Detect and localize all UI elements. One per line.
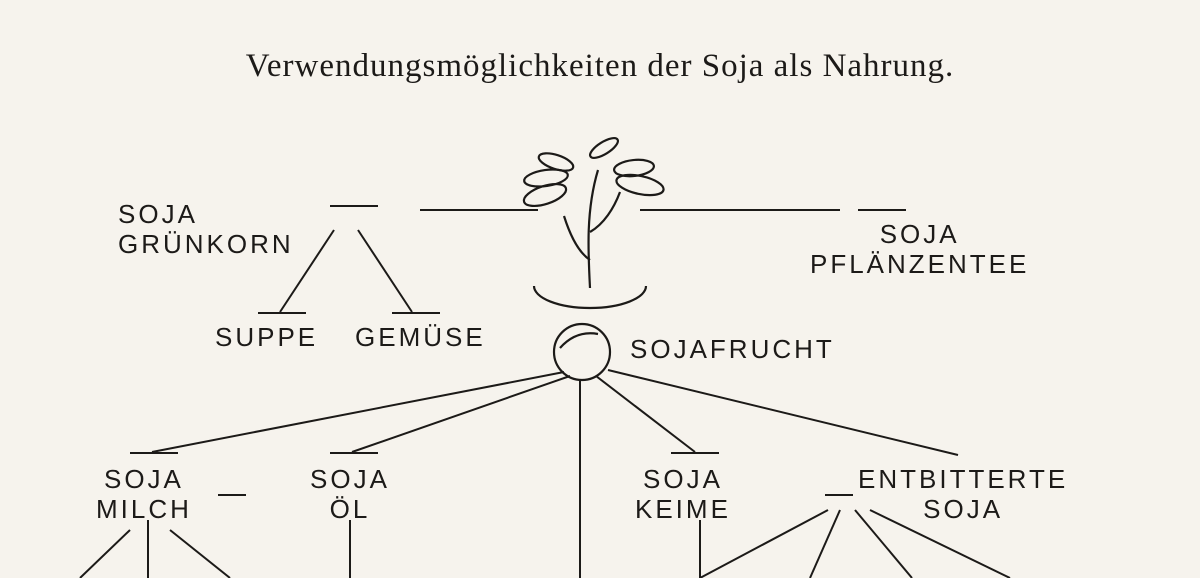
node-sojafrucht: SOJAFRUCHT	[630, 335, 835, 365]
node-entbittert: ENTBITTERTE SOJA	[858, 465, 1068, 525]
node-suppe: SUPPE	[215, 323, 318, 353]
node-oel: SOJA ÖL	[310, 465, 390, 525]
node-gemuese: GEMÜSE	[355, 323, 486, 353]
node-pflanzentee: SOJA PFLÄNZENTEE	[810, 220, 1029, 280]
node-milch: SOJA MILCH	[96, 465, 192, 525]
node-gruenkorn: SOJA GRÜNKORN	[118, 200, 294, 260]
node-keime: SOJA KEIME	[635, 465, 731, 525]
